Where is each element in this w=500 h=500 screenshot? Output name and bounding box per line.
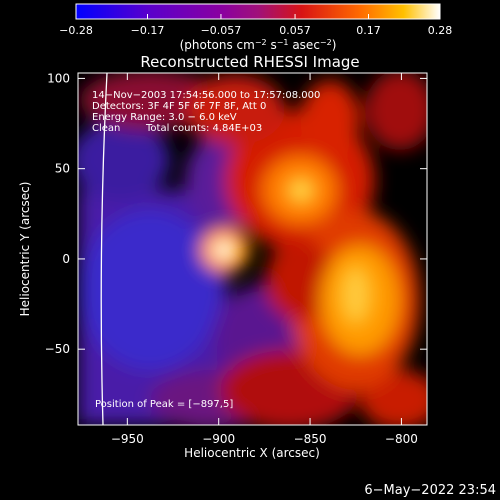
x-axis-label: Heliocentric X (arcsec) bbox=[184, 446, 320, 460]
colorbar-tick-label: −0.057 bbox=[201, 24, 242, 37]
colorbar-ticks: −0.28 −0.17 −0.057 0.057 0.17 0.28 bbox=[59, 14, 452, 37]
y-tick-label: 0 bbox=[62, 252, 70, 266]
y-axis-label: Heliocentric Y (arcsec) bbox=[18, 182, 32, 317]
x-tick-label: −900 bbox=[202, 432, 235, 446]
emission-map bbox=[78, 73, 427, 425]
annotation-algorithm: Clean bbox=[92, 123, 120, 134]
annotation-energy: Energy Range: 3.0 − 6.0 keV bbox=[92, 112, 237, 123]
annotation-time: 14−Nov−2003 17:54:56.000 to 17:57:08.000 bbox=[92, 90, 320, 101]
colorbar-tick-label: −0.28 bbox=[59, 24, 93, 37]
colorbar-tick-label: 0.057 bbox=[279, 24, 311, 37]
footer-date: 6−May−2022 23:54 bbox=[364, 483, 496, 498]
plot-image bbox=[78, 73, 427, 425]
colorbar-gradient bbox=[75, 3, 441, 20]
y-axis-ticks: 100 50 0 −50 bbox=[45, 71, 427, 356]
annotation-counts: Total counts: 4.84E+03 bbox=[145, 123, 262, 134]
colorbar: −0.28 −0.17 −0.057 0.057 0.17 0.28 (photons c… bbox=[59, 3, 452, 53]
annotation-detectors: Detectors: 3F 4F 5F 6F 7F 8F, Att 0 bbox=[92, 101, 266, 112]
colorbar-unit: (photons cm−2 s−1 asec−2) bbox=[180, 38, 337, 53]
x-tick-label: −850 bbox=[294, 432, 327, 446]
chart-title: Reconstructed RHESSI Image bbox=[140, 53, 359, 71]
solar-limb bbox=[100, 73, 108, 425]
colorbar-tick-label: −0.17 bbox=[131, 24, 165, 37]
bright-sources bbox=[210, 176, 372, 326]
x-tick-label: −950 bbox=[111, 432, 144, 446]
y-tick-label: 100 bbox=[47, 71, 70, 85]
x-tick-label: −800 bbox=[385, 432, 418, 446]
colorbar-tick-label: 0.17 bbox=[356, 24, 381, 37]
annotations: 14−Nov−2003 17:54:56.000 to 17:57:08.000… bbox=[92, 90, 320, 410]
annotation-peak: Position of Peak = [−897,5] bbox=[95, 399, 233, 410]
plot-frame bbox=[77, 72, 428, 426]
y-tick-label: −50 bbox=[45, 342, 70, 356]
colorbar-tick-label: 0.28 bbox=[428, 24, 453, 37]
x-axis-ticks: −950 −900 −850 −800 bbox=[111, 73, 418, 446]
y-tick-label: 50 bbox=[55, 162, 70, 176]
